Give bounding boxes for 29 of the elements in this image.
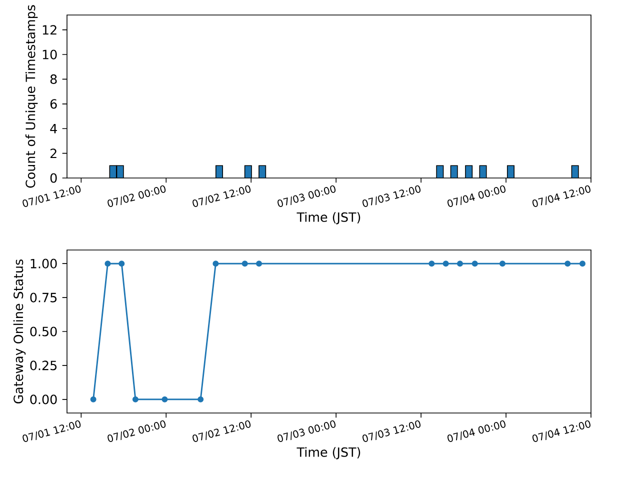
y-tick-label: 0.25 — [30, 360, 57, 370]
y-tick-label: 10 — [42, 50, 57, 60]
x-axis-title: Time (JST) — [296, 447, 360, 460]
y-axis-title: Count of Unique Timestamps — [25, 5, 38, 188]
x-tick-label: 07/03 00:00 — [278, 185, 336, 207]
x-tick-label: 07/04 00:00 — [448, 185, 506, 207]
y-tick-label: 0.00 — [30, 394, 57, 404]
y-axis-title: Gateway Online Status — [13, 260, 26, 404]
y-tick-label: 12 — [42, 25, 56, 35]
x-tick-label: 07/02 12:00 — [192, 185, 251, 207]
x-tick-label: 07/02 12:00 — [192, 420, 251, 442]
x-tick-label: 07/04 00:00 — [448, 420, 506, 442]
y-tick-label: 6 — [50, 99, 57, 109]
x-tick-label: 07/01 12:00 — [22, 420, 81, 442]
y-tick-label: 0.75 — [30, 292, 57, 302]
y-tick-label: 0.50 — [30, 326, 57, 336]
x-tick-label: 07/04 12:00 — [532, 420, 590, 442]
y-tick-label: 1.00 — [30, 258, 57, 268]
x-tick-label: 07/03 00:00 — [278, 420, 336, 442]
x-tick-label: 07/02 00:00 — [108, 185, 166, 207]
x-tick-label: 07/03 12:00 — [362, 420, 420, 442]
x-tick-label: 07/02 00:00 — [108, 420, 166, 442]
x-tick-label: 07/03 12:00 — [362, 185, 420, 207]
y-tick-label: 0 — [50, 173, 57, 183]
y-tick-label: 4 — [50, 124, 57, 134]
y-tick-label: 2 — [50, 148, 56, 158]
y-tick-label: 8 — [50, 74, 57, 84]
x-tick-label: 07/04 12:00 — [532, 185, 590, 207]
x-axis-title: Time (JST) — [296, 212, 360, 224]
